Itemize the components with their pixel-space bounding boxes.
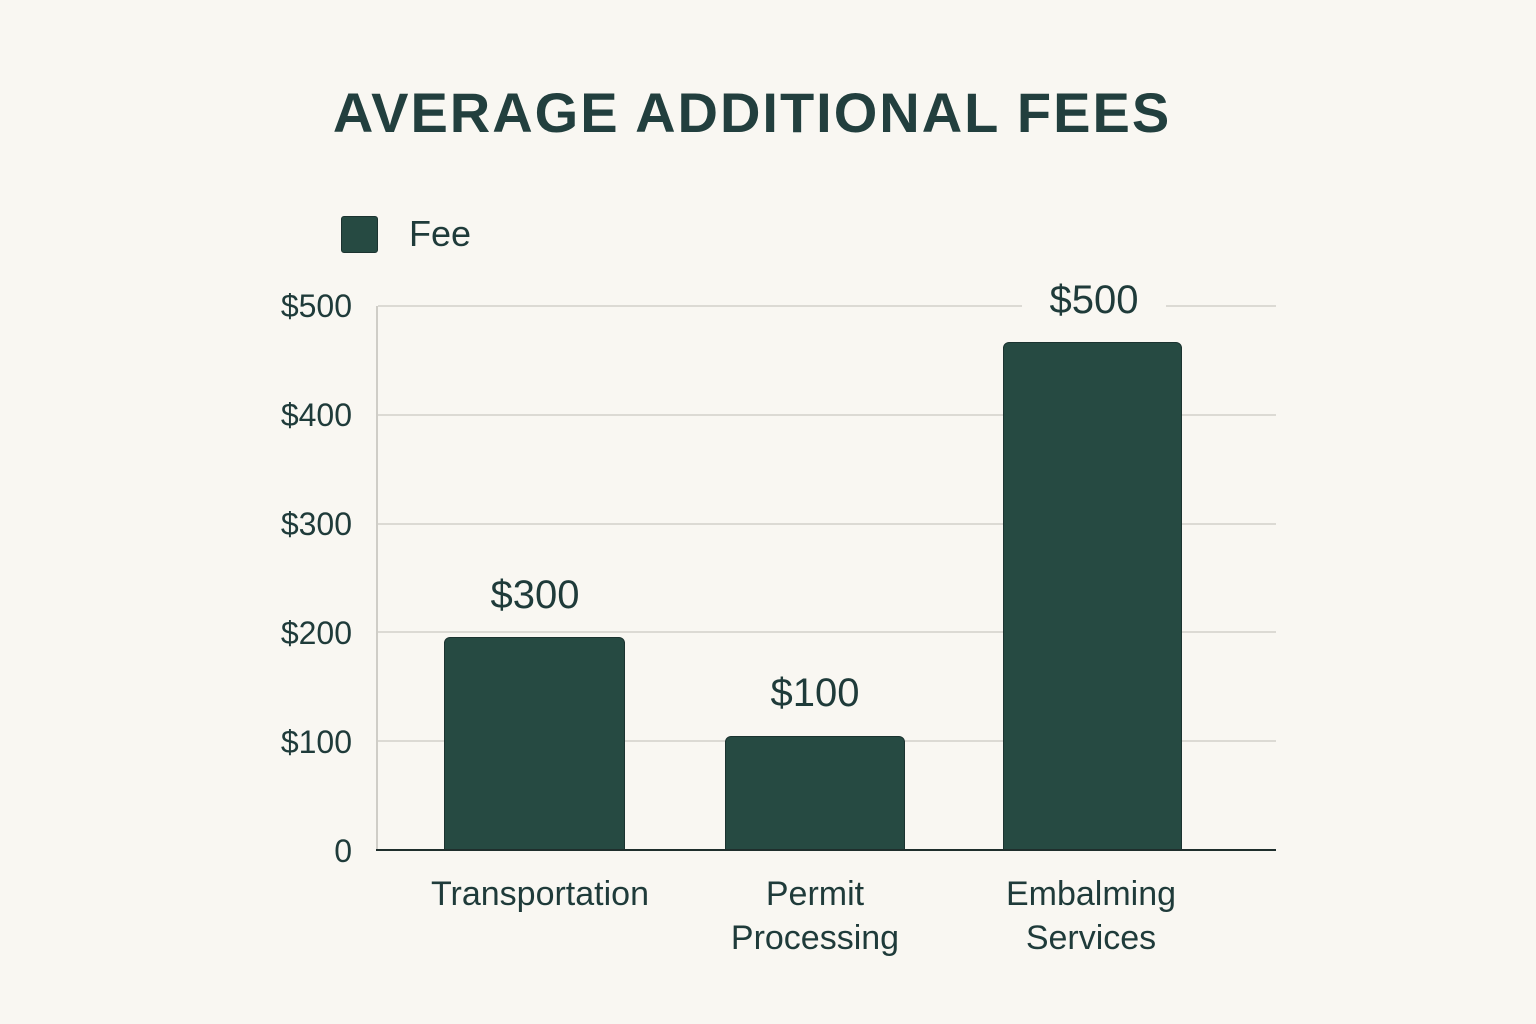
gridline-400 [378, 414, 1276, 416]
x-label-line: Services [1025, 919, 1157, 957]
value-label-embalming-services: $500 [1022, 280, 1166, 320]
legend-label-fee: Fee [409, 213, 472, 254]
x-axis-baseline [376, 849, 1276, 851]
x-label-line: Processing [730, 919, 900, 957]
y-tick-100: $100 [280, 724, 352, 760]
bar-transportation [444, 637, 625, 850]
y-tick-300: $300 [280, 506, 352, 542]
y-tick-500: $500 [280, 288, 352, 324]
gridline-300 [378, 523, 1276, 525]
value-label-transportation: $300 [490, 573, 580, 617]
x-label-embalming-services: Embalming Services [941, 872, 1241, 960]
gridline-200 [378, 631, 1276, 633]
chart-title: AVERAGE ADDITIONAL FEES [332, 81, 1172, 144]
legend: Fee [341, 213, 471, 255]
bar-permit-processing [725, 736, 905, 850]
value-label-permit-processing: $100 [770, 671, 860, 715]
bar-embalming-services [1003, 342, 1182, 850]
x-label-permit-processing: Permit Processing [665, 872, 965, 960]
x-label-line: Embalming [1005, 875, 1177, 913]
legend-swatch-fee [341, 215, 378, 253]
y-axis-line [376, 306, 378, 850]
y-tick-400: $400 [280, 397, 352, 433]
x-label-transportation: Transportation [390, 872, 690, 916]
gridline-500 [378, 305, 1276, 307]
x-label-line: Transportation [431, 875, 649, 913]
y-tick-0: 0 [334, 833, 352, 869]
y-tick-200: $200 [280, 615, 352, 651]
x-label-line: Permit [765, 875, 865, 913]
